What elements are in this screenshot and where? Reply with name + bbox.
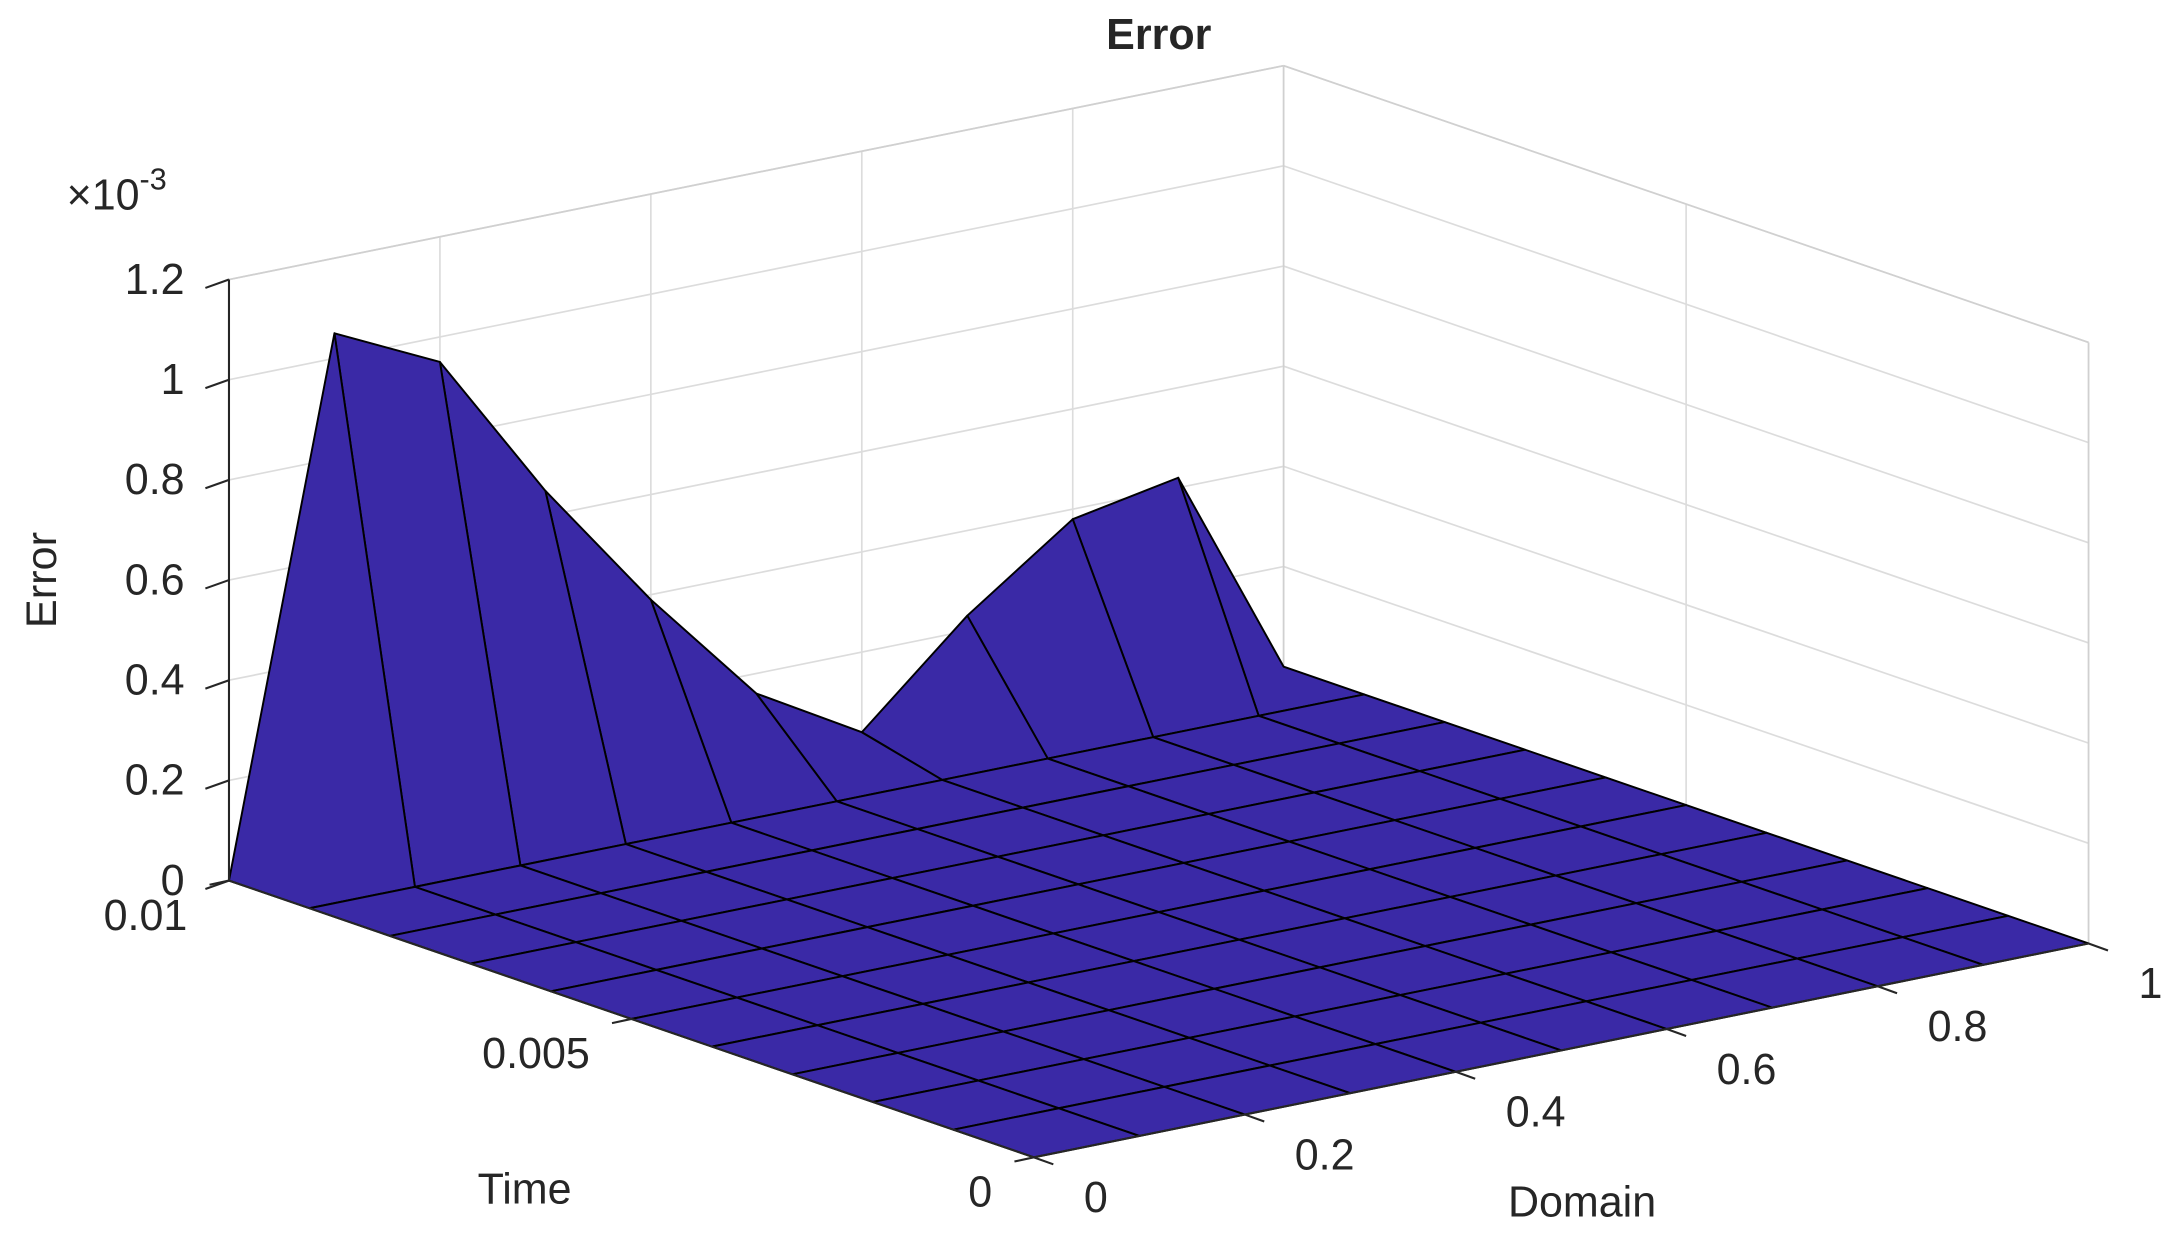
x-axis — [1033, 942, 2089, 1159]
y-tick-label: 0.005 — [482, 1030, 590, 1078]
y-tick — [209, 879, 230, 886]
x-tick-label: 1 — [2139, 960, 2163, 1008]
x-tick — [2088, 942, 2109, 952]
x-tick-label: 0.8 — [1928, 1003, 1988, 1051]
z-tick-label: 1.2 — [125, 256, 185, 304]
z-tick-label: 0.2 — [125, 757, 185, 805]
chart-title: Error — [1106, 11, 1211, 59]
box-edge — [1283, 64, 2089, 344]
z-tick — [205, 478, 230, 490]
x-tick — [1244, 1113, 1265, 1123]
x-tick — [1455, 1070, 1476, 1080]
y-tick-label: 0.01 — [104, 892, 188, 940]
x-tick-label: 0.6 — [1717, 1046, 1777, 1094]
z-tick — [205, 278, 230, 289]
y-tick-label: 0 — [968, 1168, 992, 1216]
z-multiplier-base: ×10 — [67, 172, 140, 220]
z-tick-label: 0.4 — [125, 656, 185, 704]
y-tick — [1014, 1156, 1035, 1163]
z-axis-label: Error — [18, 532, 66, 628]
z-multiplier: ×10-3 — [67, 163, 167, 220]
x-tick — [1033, 1156, 1054, 1166]
x-tick — [1666, 1028, 1687, 1037]
z-tick — [205, 679, 230, 690]
y-axis-label: Time — [478, 1166, 572, 1214]
y-tick — [611, 1017, 632, 1025]
x-axis-label: Domain — [1508, 1178, 1656, 1226]
x-tick — [1877, 985, 1898, 995]
grid-line — [228, 165, 1284, 381]
z-tick — [205, 378, 230, 390]
x-tick-label: 0.4 — [1506, 1088, 1566, 1136]
box-edge — [228, 64, 1284, 281]
x-tick-label: 0.2 — [1295, 1131, 1355, 1179]
z-tick-label: 1 — [161, 356, 185, 404]
x-tick-label: 0 — [1084, 1174, 1108, 1222]
z-tick — [205, 579, 230, 590]
z-tick-label: 0.6 — [125, 556, 185, 604]
z-tick — [205, 779, 230, 790]
z-multiplier-exponent: -3 — [140, 163, 167, 197]
z-tick-label: 0.8 — [125, 456, 185, 504]
z-tick-label: 0 — [161, 857, 185, 905]
